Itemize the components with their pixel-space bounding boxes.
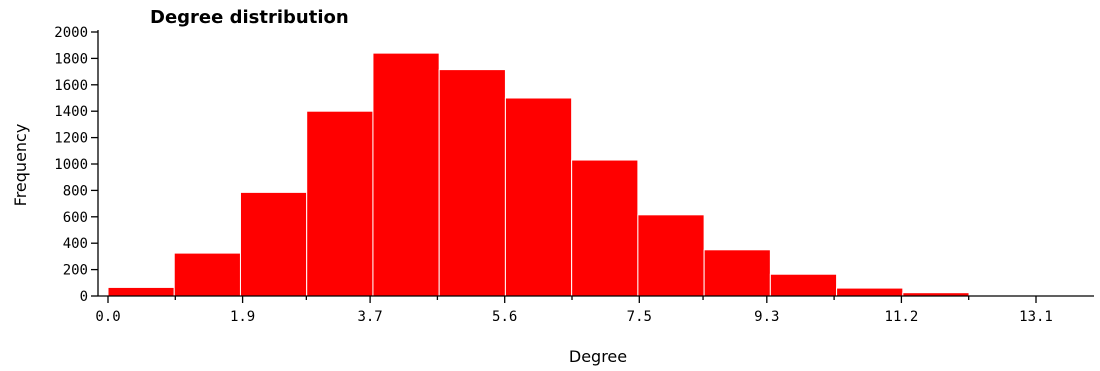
histogram-bar: [438, 69, 506, 297]
histogram-bar: [571, 159, 639, 297]
histogram-bar: [372, 52, 440, 297]
y-tick-label: 1800: [54, 51, 88, 67]
histogram-bar: [637, 214, 705, 297]
histogram-bar: [239, 191, 308, 297]
chart-title: Degree distribution: [150, 7, 349, 28]
histogram-bar: [836, 287, 904, 297]
histogram-bar: [173, 252, 241, 297]
histogram-bar: [703, 249, 771, 297]
y-tick-label: 1600: [54, 78, 88, 94]
y-tick-label: 200: [63, 263, 88, 279]
histogram-bar: [504, 97, 573, 297]
histogram-bar: [306, 110, 374, 297]
x-axis-label: Degree: [569, 347, 627, 366]
y-tick-label: 600: [63, 210, 88, 226]
y-tick-label: 1200: [54, 131, 88, 147]
y-tick-label: 1000: [54, 157, 88, 173]
y-axis-label: Frequency: [11, 124, 30, 207]
x-axis: 0.0 1.9 3.7 5.6 7.5 9.3 11.2 13.1: [95, 295, 1094, 325]
bars-group: [107, 52, 1036, 297]
y-tick-label: 800: [63, 183, 88, 199]
x-tick-label: 0.0: [95, 309, 120, 325]
x-tick-label: 5.6: [492, 309, 517, 325]
y-tick-label: 1400: [54, 104, 88, 120]
x-tick-label: 9.3: [754, 309, 779, 325]
x-tick-label: 7.5: [627, 309, 652, 325]
x-tick-label: 11.2: [885, 309, 919, 325]
x-tick-label: 3.7: [357, 309, 382, 325]
x-tick-label: 13.1: [1019, 309, 1053, 325]
histogram-bar: [107, 286, 175, 297]
y-tick-label: 400: [63, 236, 88, 252]
y-tick-label: 0: [80, 289, 88, 305]
histogram-bar: [769, 273, 838, 297]
x-tick-label: 1.9: [230, 309, 255, 325]
y-tick-label: 2000: [54, 25, 88, 41]
y-axis: 0 200 400 600 800 1000 1200 1400 1600 1800 2000: [54, 25, 99, 305]
